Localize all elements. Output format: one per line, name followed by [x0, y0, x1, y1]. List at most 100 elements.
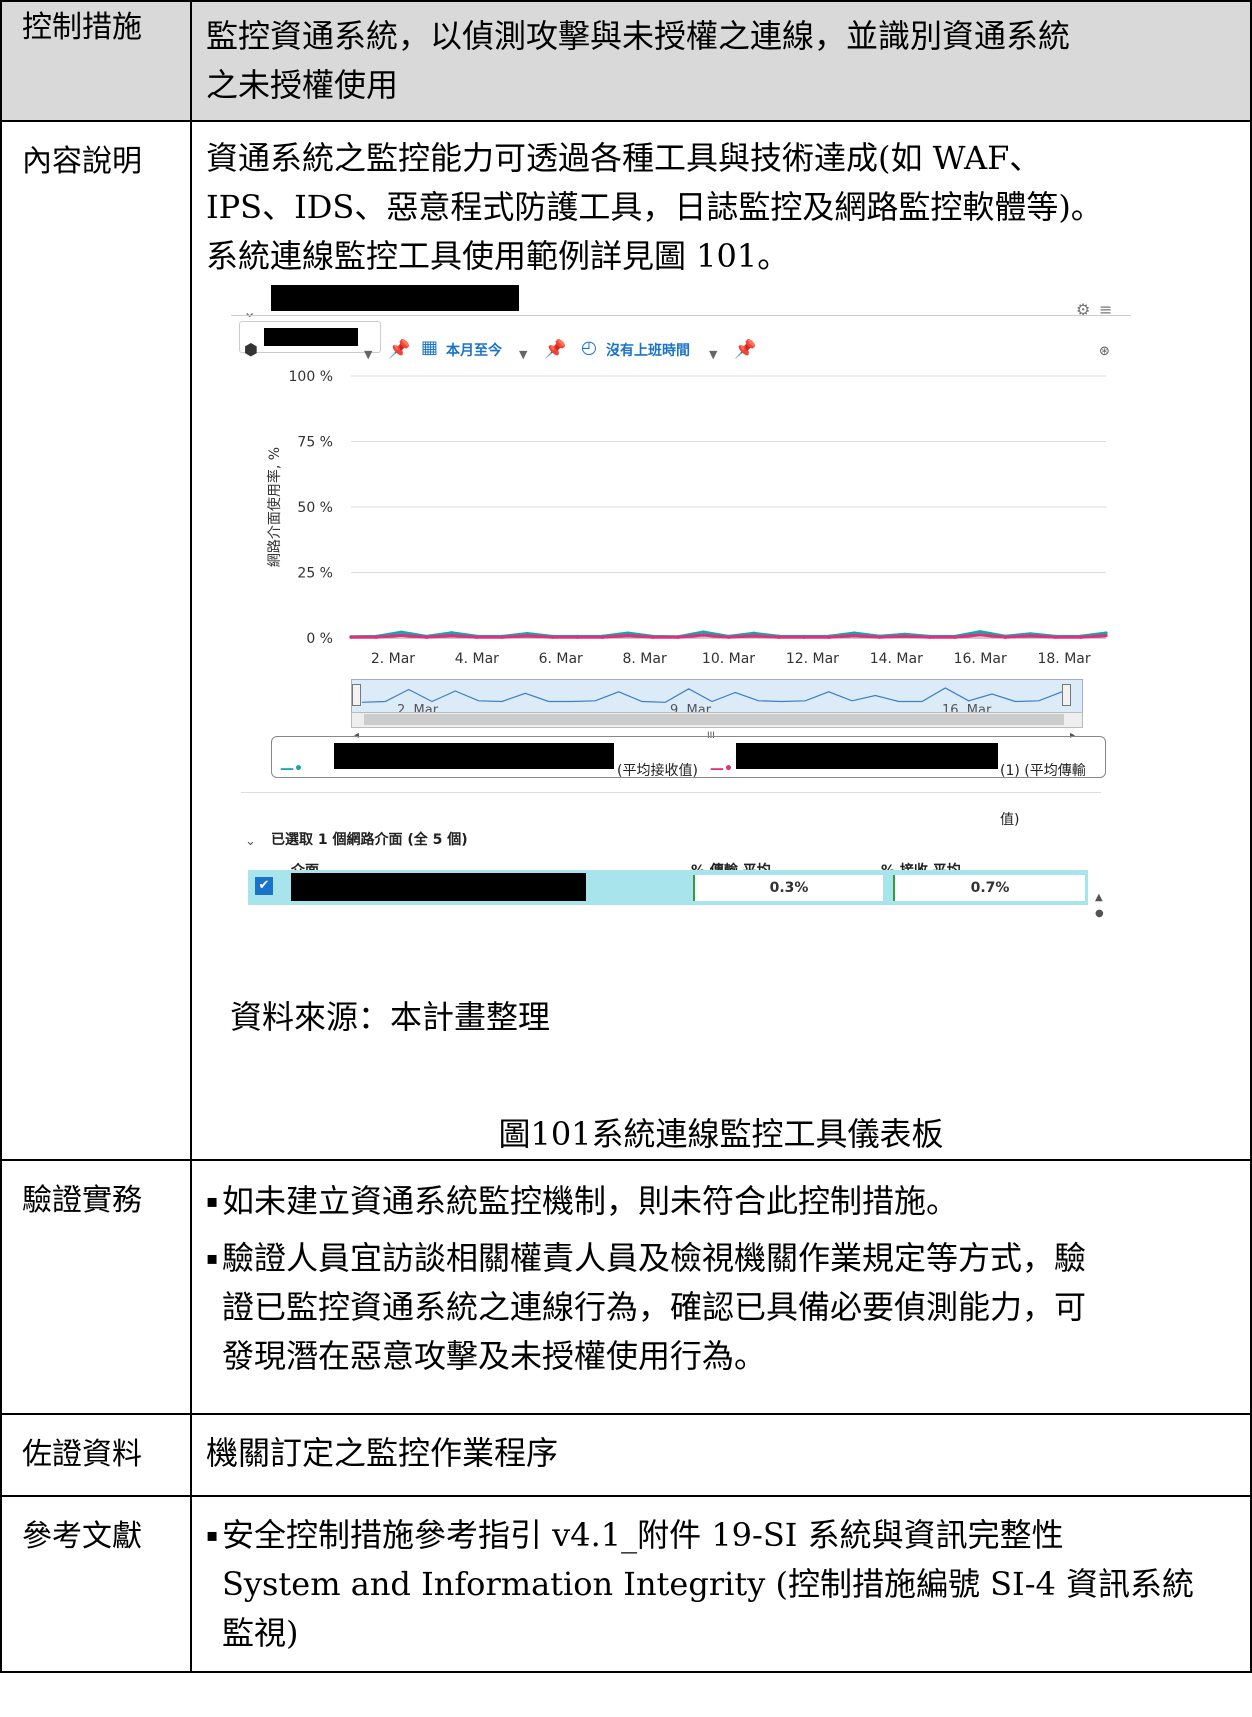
verification-text-2-line-2: 證已監控資通系統之連線行為，確認已具備必要偵測能力，可	[222, 1288, 1087, 1326]
horizontal-scrollbar[interactable]: ◂ III ▸	[351, 712, 1083, 741]
checkbox-icon[interactable]: ✔	[255, 877, 273, 895]
x-tick-label: 18. Mar	[1037, 651, 1090, 667]
scroll-up-icon[interactable]: ▲	[1095, 892, 1103, 903]
reference-cell: ▪ 安全控制措施參考指引 v4.1_附件 19-SI 系統與資訊完整性 Syst…	[190, 1495, 1252, 1673]
series-transmit-point	[777, 635, 781, 639]
series-transmit-point	[978, 633, 982, 637]
reference-line-3: 監視)	[222, 1614, 299, 1652]
y-tick-label: 100 %	[289, 369, 333, 385]
figure-source: 資料來源：本計畫整理	[230, 998, 551, 1036]
series-transmit-point	[374, 635, 378, 639]
verification-text-2-line-3: 發現潛在惡意攻擊及未授權使用行為。	[222, 1337, 767, 1375]
redacted-interface-name	[736, 743, 998, 769]
series-receive-point	[1104, 631, 1108, 635]
verification-cell: ▪ 如未建立資通系統監控機制，則未符合此控制措施。 ▪ 驗證人員宜訪談相關權責人…	[190, 1159, 1252, 1415]
menu-icon[interactable]: ≡	[1099, 300, 1113, 319]
row-reference: 參考文獻 ▪ 安全控制措施參考指引 v4.1_附件 19-SI 系統與資訊完整性…	[0, 1495, 1252, 1673]
control-line-1: 監控資通系統，以偵測攻擊與未授權之連線，並識別資通系統	[206, 17, 1071, 55]
navigator-left-handle[interactable]	[352, 684, 361, 706]
navigator-right-handle[interactable]	[1062, 684, 1071, 706]
series-receive-point	[852, 631, 856, 635]
series-transmit-point	[475, 635, 479, 639]
series-transmit-point	[626, 634, 630, 638]
header-divider	[231, 315, 1131, 316]
series-transmit-point	[827, 635, 831, 639]
label-verification: 驗證實務	[0, 1159, 192, 1415]
scroll-left-icon[interactable]: ◂	[354, 730, 360, 741]
verification-text-1: 如未建立資通系統監控機制，則未符合此控制措施。	[222, 1182, 959, 1220]
series-receive-point	[626, 631, 630, 635]
series-receive-point	[701, 630, 705, 634]
chevron-down-icon[interactable]: ⌄	[245, 834, 256, 849]
receive-avg-cell: 0.7%	[893, 875, 1085, 901]
bullet-icon: ▪	[206, 1525, 219, 1546]
series-transmit-point	[953, 635, 957, 639]
figure-caption: 圖101系統連線監控工具儀表板	[498, 1115, 944, 1153]
pin-icon[interactable]: 📌	[388, 339, 411, 360]
chevron-down-icon: ▼	[364, 348, 373, 361]
bullet-icon: ▪	[206, 1191, 219, 1212]
series-transmit-point	[651, 635, 655, 639]
redacted-title	[271, 285, 519, 311]
scroll-right-icon[interactable]: ▸	[1070, 730, 1076, 741]
x-tick-label: 14. Mar	[870, 651, 923, 667]
series-transmit-point	[450, 634, 454, 638]
reference-bullet: ▪ 安全控制措施參考指引 v4.1_附件 19-SI 系統與資訊完整性 Syst…	[206, 1511, 1236, 1658]
pin-icon[interactable]: 📌	[544, 339, 567, 360]
series-receive-point	[399, 630, 403, 634]
content-cell: 資通系統之監控能力可透過各種工具與技術達成(如 WAF、 IPS、IDS、惡意程…	[190, 120, 1252, 1161]
legend-receive-label: (平均接收值)	[617, 763, 698, 779]
redacted-interface-name	[291, 873, 586, 901]
series-transmit-point	[1028, 634, 1033, 638]
series-transmit-point	[928, 635, 932, 639]
navigator-sparkline	[361, 687, 1063, 703]
series-receive-point	[978, 630, 982, 634]
date-range-dropdown[interactable]: 本月至今	[446, 343, 502, 359]
scroll-down-icon[interactable]: ●	[1095, 908, 1104, 919]
redacted-node	[264, 328, 358, 346]
series-transmit-point	[1079, 635, 1083, 639]
node-selector[interactable]: ⬢ ▼	[239, 321, 381, 361]
legend-marker-transmit: —•	[710, 761, 733, 777]
chart-legend: —• (平均接收值) —• (1) (平均傳輸值)	[271, 736, 1106, 828]
series-transmit-point	[601, 635, 605, 639]
x-tick-label: 16. Mar	[954, 651, 1007, 667]
x-tick-label: 12. Mar	[786, 651, 839, 667]
x-tick-label: 10. Mar	[702, 651, 755, 667]
y-tick-label: 0 %	[306, 631, 333, 647]
row-content: 內容說明 資通系統之監控能力可透過各種工具與技術達成(如 WAF、 IPS、ID…	[0, 120, 1252, 1161]
series-receive-point	[752, 631, 756, 635]
series-transmit-point	[349, 635, 353, 639]
scrollbar-thumb[interactable]	[364, 714, 1064, 725]
series-transmit-point	[852, 634, 856, 638]
usage-line-chart: 100 % 75 % 50 % 25 % 0 % 網路介面使用率, % 2. Mar 4. M…	[266, 369, 1108, 667]
series-transmit-point	[676, 635, 680, 639]
series-transmit-point	[903, 634, 907, 638]
reference-line-1: 安全控制措施參考指引 v4.1_附件 19-SI 系統與資訊完整性	[222, 1516, 1064, 1554]
schedule-dropdown[interactable]: 沒有上班時間	[606, 343, 690, 359]
gear-icon[interactable]: ⚙	[1076, 300, 1091, 319]
chevron-down-icon[interactable]: ⌄	[243, 302, 257, 321]
series-transmit-point	[500, 635, 504, 639]
bullet-icon: ▪	[206, 1248, 219, 1269]
help-icon[interactable]: ⊛	[1099, 344, 1110, 359]
transmit-avg-cell: 0.3%	[693, 875, 883, 901]
pin-icon[interactable]: 📌	[734, 339, 757, 360]
series-transmit-point	[1054, 635, 1058, 639]
verification-bullet-1: ▪ 如未建立資通系統監控機制，則未符合此控制措施。	[206, 1177, 1236, 1226]
navigator-series-line	[361, 687, 1063, 703]
series-transmit-point	[726, 635, 731, 639]
series-transmit-point	[550, 635, 554, 639]
verification-bullet-2: ▪ 驗證人員宜訪談相關權責人員及檢視機關作業規定等方式，驗 證已監控資通系統之連…	[206, 1234, 1236, 1381]
series-transmit-point	[575, 635, 580, 639]
label-evidence: 佐證資料	[0, 1413, 192, 1497]
series-transmit-point	[877, 635, 882, 639]
redacted-interface-name	[334, 743, 614, 769]
y-tick-label: 25 %	[297, 566, 333, 582]
series-transmit-point	[424, 635, 429, 639]
x-tick-label: 6. Mar	[539, 651, 583, 667]
range-navigator[interactable]: 2. Mar 9. Mar 16. Mar	[351, 679, 1083, 718]
chevron-down-icon: ▼	[519, 348, 528, 361]
evidence-text: 機關訂定之監控作業程序	[190, 1413, 1252, 1497]
series-transmit-point	[525, 634, 529, 638]
